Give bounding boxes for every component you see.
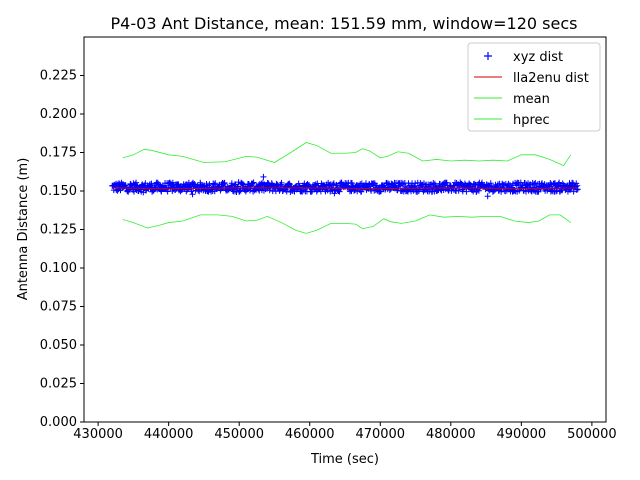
- legend: xyz dist lla2enu dist mean hprec: [467, 42, 601, 132]
- xyz-dist-point: [331, 190, 338, 197]
- xyz-dist-point: [333, 181, 340, 188]
- x-tick-label: 470000: [355, 427, 405, 442]
- xyz-dist-point: [278, 179, 285, 186]
- xyz-dist-point: [333, 182, 340, 189]
- x-tick-label: 450000: [214, 427, 264, 442]
- x-tick-label: 490000: [497, 427, 547, 442]
- xyz-dist-point: [570, 188, 577, 195]
- y-tick-label: 0.175: [40, 146, 77, 161]
- xyz-dist-point: [443, 179, 450, 186]
- y-tick-label: 0.075: [40, 300, 77, 315]
- xyz-dist-point: [236, 188, 243, 195]
- xyz-dist-point: [235, 179, 242, 186]
- xyz-dist-point: [231, 181, 238, 188]
- xyz-dist-point: [336, 188, 343, 195]
- xyz-dist-point: [348, 180, 355, 187]
- xyz-dist-point: [221, 179, 228, 186]
- xyz-dist-point: [532, 179, 539, 186]
- xyz-dist-point: [522, 188, 529, 195]
- xyz-dist-point: [574, 186, 581, 193]
- xyz-dist-point: [115, 180, 122, 187]
- xyz-dist-point: [335, 188, 342, 195]
- xyz-dist-point: [260, 173, 267, 180]
- series-mean: [122, 142, 572, 167]
- y-tick-label: 0.200: [40, 107, 77, 122]
- legend-marker: [484, 52, 492, 60]
- legend-label: xyz dist: [513, 50, 563, 65]
- y-tick-label: 0.000: [40, 415, 77, 430]
- xyz-dist-point: [228, 180, 235, 187]
- series-xyz-dist: [109, 173, 581, 200]
- xyz-dist-point: [286, 180, 293, 187]
- y-tick-label: 0.225: [40, 69, 77, 84]
- chart-title: P4-03 Ant Distance, mean: 151.59 mm, win…: [111, 14, 578, 33]
- y-axis-label: Antenna Distance (m): [16, 158, 31, 301]
- xyz-dist-point: [133, 179, 140, 186]
- xyz-dist-point: [478, 179, 485, 186]
- x-tick-label: 430000: [73, 427, 123, 442]
- y-tick-label: 0.150: [40, 184, 77, 199]
- y-axis: 0.000 0.025 0.050 0.075 0.100 0.125 0.150 0.175…: [40, 69, 84, 430]
- xyz-dist-point: [473, 188, 480, 195]
- xyz-dist-point: [268, 180, 275, 187]
- xyz-dist-point: [569, 179, 576, 186]
- xyz-dist-point: [295, 180, 302, 187]
- x-tick-label: 440000: [144, 427, 194, 442]
- xyz-dist-point: [376, 188, 383, 195]
- xyz-dist-point: [498, 188, 505, 195]
- xyz-dist-point: [189, 191, 196, 198]
- x-tick-label: 500000: [567, 427, 617, 442]
- y-tick-label: 0.100: [40, 261, 77, 276]
- series-lla2enu-dist: [112, 187, 578, 190]
- xyz-dist-point: [250, 179, 257, 186]
- plot-data: [109, 142, 581, 234]
- xyz-dist-point: [211, 181, 218, 188]
- xyz-dist-point: [212, 180, 219, 187]
- xyz-dist-point: [178, 187, 185, 194]
- x-axis: 430000 440000 450000 460000 470000 480000 4900…: [73, 422, 617, 442]
- xyz-dist-point: [487, 180, 494, 187]
- xyz-dist-point: [174, 181, 181, 188]
- y-tick-label: 0.050: [40, 338, 77, 353]
- legend-label: mean: [513, 92, 550, 107]
- xyz-dist-point: [311, 181, 318, 188]
- xyz-dist-point: [249, 180, 256, 187]
- xyz-dist-point: [328, 186, 335, 193]
- x-tick-label: 480000: [426, 427, 476, 442]
- xyz-dist-point: [122, 182, 129, 189]
- xyz-dist-point: [535, 188, 542, 195]
- xyz-dist-point: [475, 187, 482, 194]
- xyz-dist-point: [382, 186, 389, 193]
- xyz-dist-point: [362, 180, 369, 187]
- xyz-dist-point: [367, 186, 374, 193]
- xyz-dist-point: [554, 187, 561, 194]
- legend-label: lla2enu dist: [513, 71, 589, 86]
- legend-label: hprec: [513, 113, 550, 128]
- series-hprec: [122, 214, 571, 234]
- xyz-dist-point: [412, 180, 419, 187]
- xyz-dist-point: [455, 187, 462, 194]
- x-tick-label: 460000: [285, 427, 335, 442]
- legend-box: [467, 42, 601, 132]
- xyz-dist-point: [484, 193, 491, 200]
- x-axis-label: Time (sec): [310, 452, 379, 467]
- xyz-dist-point: [463, 188, 470, 195]
- y-tick-label: 0.025: [40, 377, 77, 392]
- xyz-dist-point: [188, 188, 195, 195]
- xyz-dist-point: [530, 184, 537, 191]
- xyz-dist-point: [388, 180, 395, 187]
- y-tick-label: 0.125: [40, 223, 77, 238]
- xyz-dist-point: [229, 187, 236, 194]
